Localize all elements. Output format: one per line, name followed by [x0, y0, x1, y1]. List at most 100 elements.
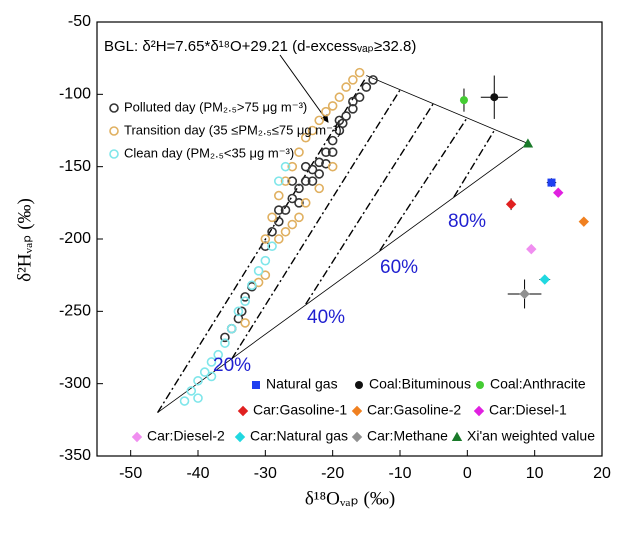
point [294, 198, 304, 208]
point [260, 234, 271, 244]
percent-label: 60% [380, 257, 418, 278]
legend-label: Car:Methane [367, 428, 448, 444]
point [220, 338, 230, 348]
mixing-line [231, 89, 401, 360]
x-tick-label: -50 [119, 465, 142, 482]
point [300, 132, 311, 143]
point [273, 205, 284, 215]
legend-label: Car:Gasoline-2 [367, 402, 461, 418]
point [361, 82, 372, 92]
point [354, 92, 365, 103]
point [280, 205, 291, 215]
legend-marker [473, 405, 485, 417]
x-tick-label: -30 [254, 465, 277, 482]
point [240, 296, 250, 307]
y-tick-label: -50 [68, 13, 91, 30]
point [206, 371, 217, 382]
point [321, 106, 331, 117]
point [334, 115, 345, 126]
point [307, 176, 318, 186]
legend-label: Natural gas [266, 376, 338, 392]
point [233, 306, 244, 317]
point [300, 198, 311, 208]
point [354, 67, 365, 78]
point [253, 266, 264, 276]
point [247, 280, 257, 291]
legend-marker [109, 149, 119, 159]
legend-label: Car:Natural gas [250, 428, 348, 444]
point [280, 176, 291, 186]
percent-label: 20% [213, 355, 251, 376]
point [327, 147, 338, 157]
y-tick-label: -350 [59, 447, 91, 464]
point [522, 138, 534, 148]
legend-marker [351, 431, 363, 443]
point [341, 111, 351, 121]
percent-label: 40% [307, 307, 345, 328]
point [505, 199, 517, 210]
point [179, 396, 190, 406]
mixing-line [366, 75, 529, 144]
legend-marker [355, 381, 363, 389]
point [294, 212, 304, 223]
x-tick-label: 10 [526, 465, 544, 482]
point [213, 349, 223, 360]
point [490, 93, 499, 102]
y-tick-label: -250 [59, 303, 91, 320]
point [327, 135, 338, 146]
point [267, 212, 277, 223]
point [260, 270, 271, 280]
legend-label: Xi'an weighted value [467, 428, 595, 444]
x-tick-label: 0 [463, 465, 472, 482]
point [578, 216, 590, 227]
point [273, 216, 284, 227]
point [240, 318, 250, 328]
point [287, 176, 298, 186]
point [321, 147, 331, 157]
bgl-annotation: BGL: δ²H=7.65*δ¹⁸O+29.21 (d-excessᵥₐₚ≥32… [104, 38, 416, 55]
point [459, 96, 468, 105]
point [220, 332, 230, 343]
point [280, 161, 291, 172]
point [314, 183, 325, 194]
point [273, 234, 284, 244]
legend-marker [451, 431, 463, 441]
percent-label: 80% [448, 211, 486, 232]
x-tick-label: -10 [388, 465, 411, 482]
legend-label: Transition day (35 ≤PM₂.₅≤75 μg m⁻³) [124, 122, 342, 137]
point [553, 187, 564, 198]
y-tick-label: -300 [59, 375, 91, 392]
legend-label: Clean day (PM₂.₅<35 μg m⁻³) [124, 145, 294, 160]
point [368, 75, 378, 85]
mixing-line [453, 130, 495, 198]
mixing-line [157, 143, 529, 413]
point [267, 226, 277, 237]
point [314, 157, 325, 168]
point [294, 147, 304, 157]
legend-marker [234, 431, 246, 443]
mixing-line [305, 102, 435, 305]
legend-marker [237, 405, 249, 417]
legend-label: Coal:Anthracite [490, 376, 586, 392]
point [300, 176, 311, 186]
legend-marker [131, 431, 143, 443]
point [287, 219, 298, 230]
point [226, 323, 237, 334]
legend-marker [351, 405, 363, 417]
legend-label: Coal:Bituminous [369, 376, 471, 392]
point [267, 241, 277, 252]
point [193, 393, 203, 403]
point [526, 243, 537, 255]
point [327, 161, 338, 172]
x-tick-label: -40 [186, 465, 209, 482]
x-tick-label: -20 [321, 465, 344, 482]
x-tick-label: 20 [593, 465, 611, 482]
legend-label: Car:Diesel-1 [489, 402, 567, 418]
legend-marker [109, 103, 119, 113]
y-axis-label: δ²Hᵥₐₚ (‰) [14, 198, 35, 282]
legend-label: Polluted day (PM₂.₅>75 μg m⁻³) [124, 99, 307, 114]
point [307, 125, 318, 136]
point [348, 75, 358, 85]
legend-label: Car:Gasoline-1 [253, 402, 347, 418]
